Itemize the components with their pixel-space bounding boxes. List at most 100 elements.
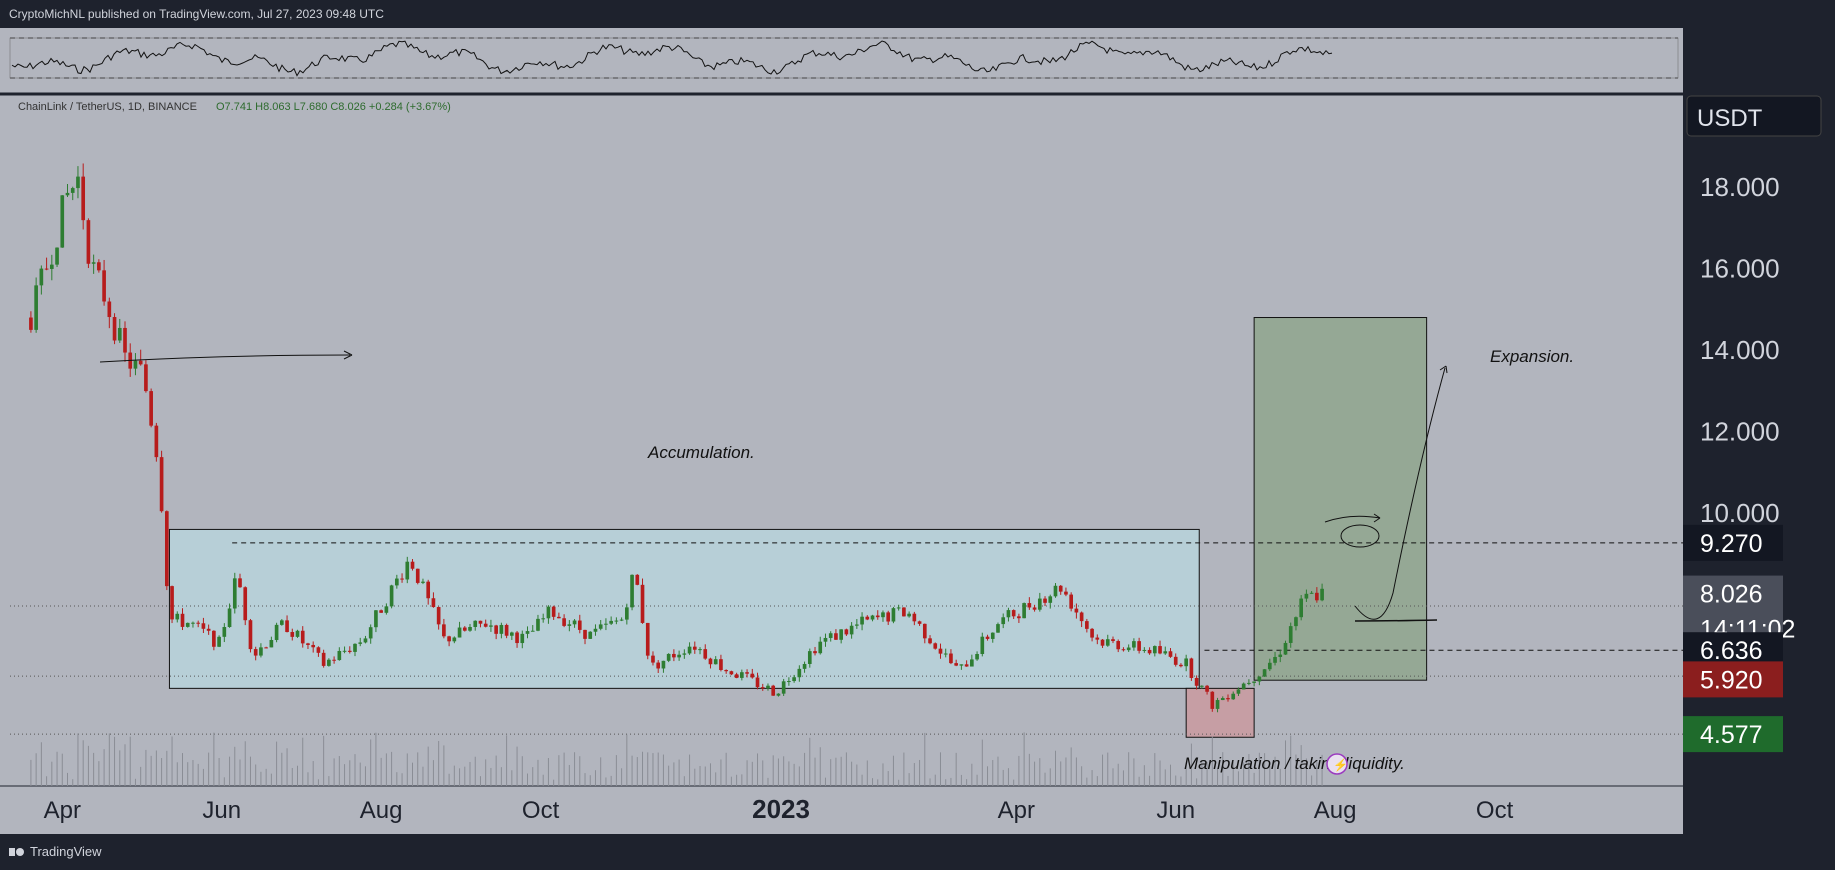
candle-body — [922, 623, 927, 639]
candle-body — [76, 176, 80, 189]
candle-body — [1320, 588, 1324, 601]
candle-body — [426, 581, 431, 599]
x-tick-label: Jun — [1156, 797, 1195, 824]
candle-body — [750, 673, 755, 678]
zone-accumulation — [168, 528, 1200, 689]
candle-body — [692, 646, 697, 650]
candle-body — [609, 620, 613, 624]
candle-body — [227, 608, 232, 628]
candle-body — [1179, 664, 1183, 667]
y-tick-label: 14.000 — [1700, 335, 1780, 365]
tradingview-brand[interactable]: TradingView — [9, 844, 102, 859]
candle-body — [1022, 603, 1026, 619]
candle-body — [1184, 658, 1189, 667]
currency-box — [1686, 95, 1822, 137]
candle-body — [1105, 639, 1110, 646]
candle-body — [1226, 698, 1230, 700]
candle-body — [567, 624, 572, 626]
candle-body — [781, 681, 786, 694]
candle-body — [510, 632, 514, 636]
candle-body — [797, 668, 802, 678]
candle-body — [886, 612, 891, 622]
candle-body — [891, 608, 896, 622]
candle-body — [719, 659, 723, 671]
candle-body — [1111, 639, 1115, 642]
price-label-box — [1683, 661, 1783, 698]
candle-body — [656, 662, 661, 669]
candle-body — [912, 613, 917, 622]
drawn-flat-arrow — [1354, 619, 1438, 622]
candle-body — [81, 176, 86, 221]
candle-body — [353, 643, 357, 652]
candle-body — [766, 685, 770, 689]
candle-body — [964, 664, 969, 667]
candle-body — [1288, 626, 1293, 643]
candle-body — [1142, 649, 1147, 651]
candle-body — [724, 670, 728, 672]
candle-body — [201, 623, 206, 629]
candle-body — [593, 628, 598, 632]
oscillator-line — [11, 40, 1333, 77]
candle-body — [447, 636, 451, 642]
lightning-badge-icon — [1326, 753, 1348, 775]
candle-body — [990, 632, 995, 639]
candle-body — [1053, 585, 1058, 597]
candle-body — [442, 624, 446, 637]
candle-body — [896, 607, 901, 609]
candle-body — [107, 301, 112, 318]
candle-body — [792, 677, 796, 682]
candle-body — [175, 613, 180, 620]
candle-body — [546, 606, 551, 619]
candle-body — [342, 650, 347, 652]
candle-body — [870, 615, 875, 620]
price-label-box — [1683, 716, 1783, 753]
candle-body — [379, 610, 383, 613]
candle-body — [1168, 651, 1173, 657]
candle-body — [666, 653, 671, 661]
price-label-box — [1683, 524, 1783, 561]
candle-body — [760, 687, 765, 689]
candle-body — [269, 639, 274, 648]
candle-body — [117, 327, 122, 341]
candle-body — [1095, 637, 1100, 640]
candle-body — [332, 659, 336, 661]
candle-body — [875, 615, 880, 618]
candle-body — [478, 620, 483, 624]
candle-body — [368, 627, 373, 639]
candle-body — [1173, 656, 1178, 665]
candle-body — [1032, 607, 1037, 610]
candle-body — [1037, 598, 1042, 610]
candle-body — [97, 262, 101, 271]
candle-body — [802, 663, 807, 669]
candle-body — [1194, 677, 1199, 686]
candle-body — [996, 624, 1000, 633]
candle-body — [1137, 641, 1141, 651]
candle-body — [1027, 603, 1032, 608]
candle-body — [938, 648, 943, 654]
candle-body — [520, 633, 525, 644]
candle-body — [1163, 651, 1168, 654]
symbol-name: ChainLink / TetherUS, 1D, BINANCE — [18, 101, 197, 113]
candle-body — [865, 616, 870, 620]
candle-body — [672, 653, 676, 658]
candle-body — [1074, 608, 1079, 613]
candle-body — [834, 633, 838, 640]
candle-body — [1257, 676, 1262, 682]
candle-body — [133, 360, 138, 369]
chart-area[interactable]: Accumulation. Manipulation / taking liqui… — [0, 28, 1835, 834]
candle-body — [1241, 683, 1246, 690]
candle-body — [1299, 598, 1304, 618]
candle-body — [787, 681, 791, 683]
candle-body — [943, 653, 948, 655]
candle-body — [483, 623, 488, 627]
candle-body — [473, 620, 478, 627]
candle-body — [39, 268, 44, 286]
candle-body — [243, 587, 248, 621]
price-chart[interactable]: Accumulation. Manipulation / taking liqui… — [0, 28, 1835, 834]
candle-body — [180, 613, 185, 627]
candle-body — [1205, 685, 1209, 692]
candle-body — [65, 192, 70, 196]
candle-body — [274, 624, 279, 640]
candle-body — [232, 578, 237, 609]
candle-body — [347, 650, 352, 652]
